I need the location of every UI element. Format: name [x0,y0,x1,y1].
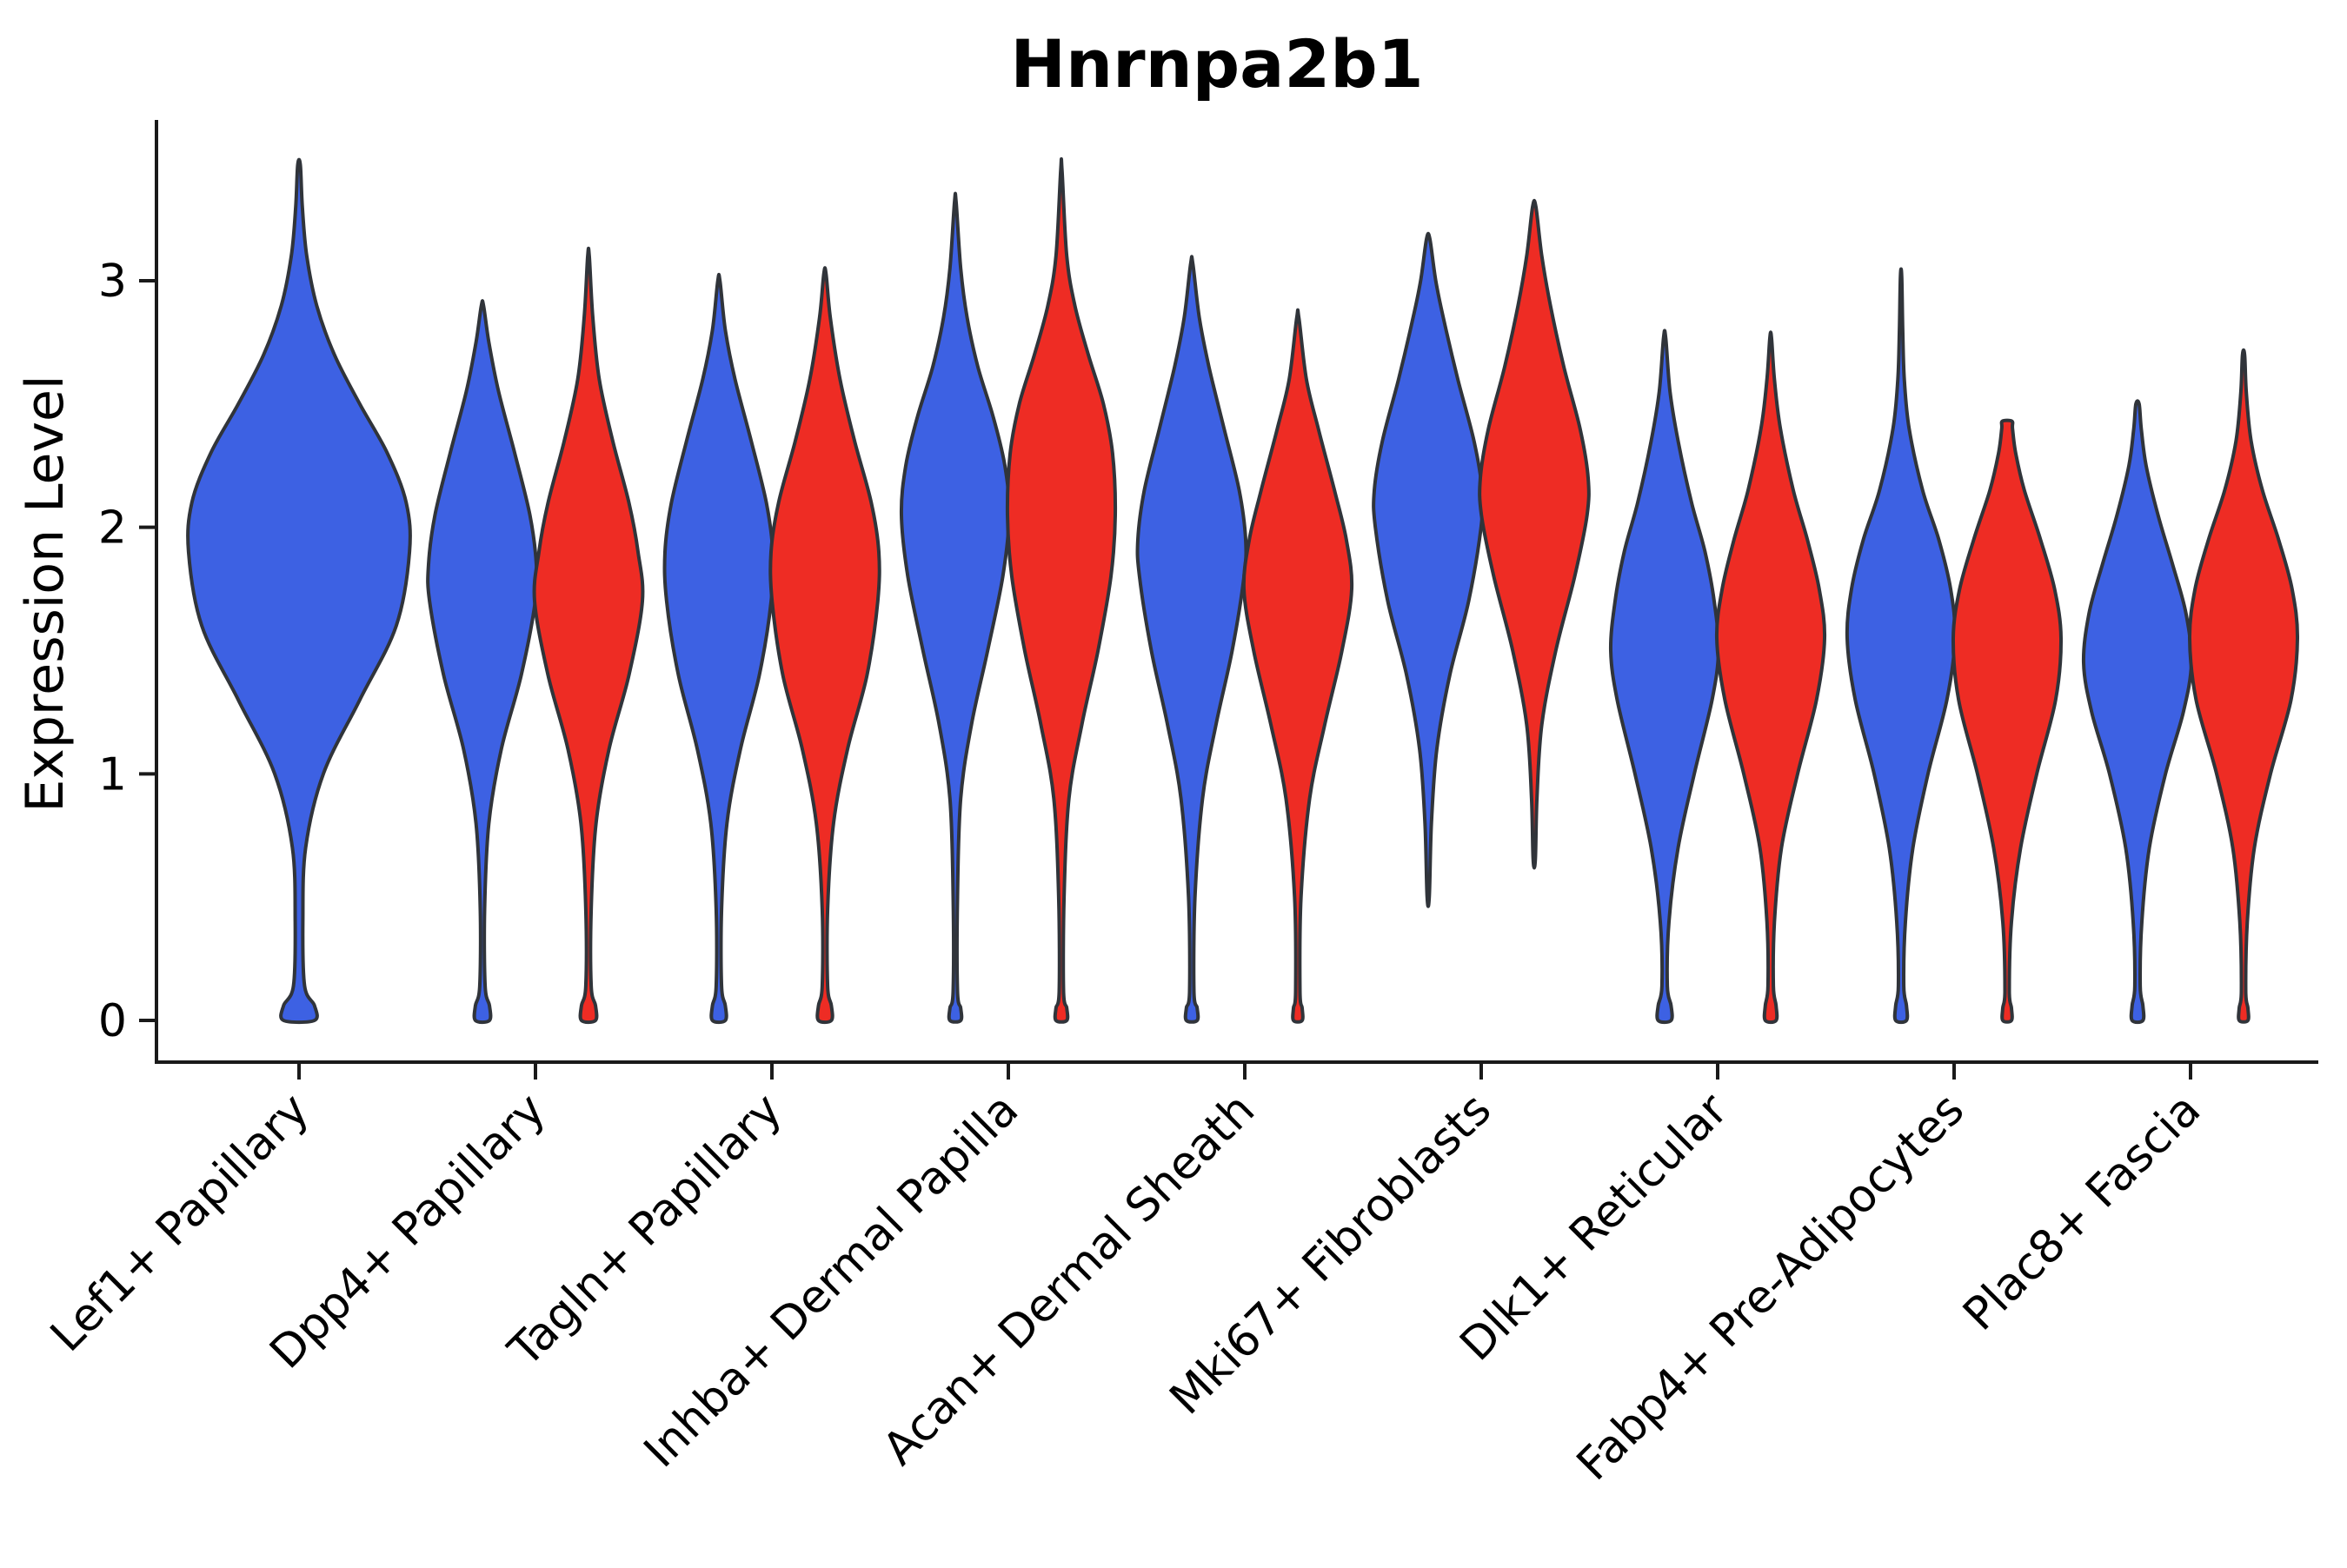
violin-plac8-fascia-red [2187,348,2300,1024]
violin-mki67-fibroblasts-red [1478,198,1591,870]
y-tick-label: 0 [98,995,127,1047]
violin-dpp4-papillary-blue [426,299,539,1025]
violin-inhba-dermal-papilla-red [1005,156,1118,1024]
violin-dlk1-reticular-blue [1608,329,1721,1025]
y-axis-label: Expression Level [15,375,76,812]
violin-fabp4-pre-adipocytes-red [1951,418,2064,1024]
y-tick-label: 3 [98,256,127,308]
violin-acan-dermal-sheath-red [1241,308,1354,1024]
chart-title: Hnrnpa2b1 [1010,25,1423,103]
x-tick-label-lef1-papillary: Lef1+ Papillary [41,1084,319,1362]
violin-lef1-papillary-blue [186,157,412,1025]
x-tick-label-fabp4-pre-adipocytes: Fabp4+ Pre-Adipocytes [1567,1084,1974,1491]
x-tick-label-inhba-dermal-papilla: Inhba+ Dermal Papilla [635,1084,1028,1478]
violin-tagln-papillary-red [768,266,881,1025]
violin-inhba-dermal-papilla-blue [899,191,1012,1024]
violin-dpp4-papillary-red [532,246,645,1025]
y-tick-label: 2 [98,502,127,555]
violin-tagln-papillary-blue [662,272,775,1025]
violin-plac8-fascia-blue [2081,399,2194,1025]
violin-acan-dermal-sheath-blue [1135,255,1248,1024]
violin-mki67-fibroblasts-blue [1372,231,1485,908]
x-tick-label-plac8-fascia: Plac8+ Fascia [1953,1084,2211,1341]
y-tick-label: 1 [98,748,127,801]
violin-dlk1-reticular-red [1714,330,1827,1025]
violin-fabp4-pre-adipocytes-blue [1845,267,1958,1025]
